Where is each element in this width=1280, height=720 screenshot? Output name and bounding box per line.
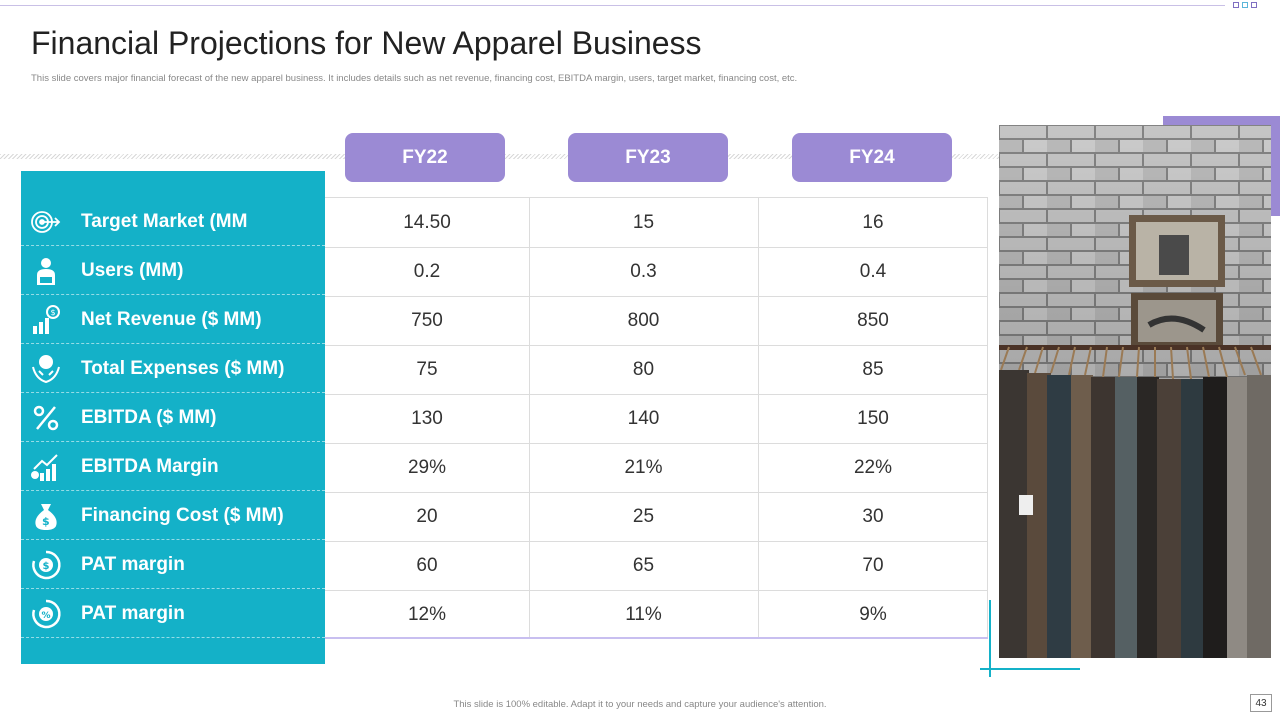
row-label: % PAT margin (21, 589, 325, 638)
table-cell: 29% (407, 456, 447, 478)
svg-text:$: $ (51, 308, 56, 317)
values-table: 14.50 15 16 0.2 0.3 0.4 750 800 850 75 8… (325, 197, 988, 639)
table-cell: 11% (625, 603, 662, 625)
page-title: Financial Projections for New Apparel Bu… (31, 25, 702, 61)
footer-note: This slide is 100% editable. Adapt it to… (453, 699, 827, 710)
table-cell: 140 (627, 407, 660, 429)
target-icon (23, 197, 69, 246)
growth-chart-icon (23, 442, 69, 491)
table-cell: 80 (632, 358, 655, 380)
percent-cycle-icon: % (23, 589, 69, 638)
row-label: Total Expenses ($ MM) (21, 344, 325, 393)
svg-text:%: % (42, 611, 51, 621)
decorative-squares (1233, 2, 1257, 8)
table-cell: 14.50 (403, 211, 451, 233)
row-label: Target Market (MM (21, 197, 325, 246)
row-label-panel: Target Market (MM Users (MM) $ Net Reven… (21, 171, 325, 664)
row-label: EBITDA ($ MM) (21, 393, 325, 442)
table-cell: 9% (859, 603, 887, 625)
page-number: 43 (1250, 694, 1272, 712)
dollar-cycle-icon: $ (23, 540, 69, 589)
table-cell: 65 (632, 554, 655, 576)
row-label: EBITDA Margin (21, 442, 325, 491)
teal-accent-vertical (989, 600, 991, 677)
table-cell: 75 (416, 358, 438, 380)
table-cell: 0.4 (859, 260, 887, 282)
revenue-chart-icon: $ (23, 295, 69, 344)
row-label: Users (MM) (21, 246, 325, 295)
clothing-rack-photo (999, 125, 1271, 658)
row-label-text: Net Revenue ($ MM) (81, 308, 262, 330)
table-cell: 16 (862, 211, 884, 233)
table-cell: 130 (411, 407, 443, 429)
percent-icon (23, 393, 69, 442)
table-cell: 21% (624, 456, 663, 478)
table-cell: 22% (853, 456, 893, 478)
table-cell: 60 (416, 554, 438, 576)
table-cell: 85 (862, 358, 884, 380)
table-cell: 750 (411, 309, 443, 331)
table-cell: 25 (632, 505, 655, 527)
teal-accent-horizontal (980, 668, 1080, 670)
row-label-text: PAT margin (81, 553, 185, 575)
year-header-fy24: FY24 (792, 133, 952, 182)
row-label-text: Total Expenses ($ MM) (81, 357, 285, 379)
money-bag-icon: $ (23, 491, 69, 540)
table-cell: 30 (862, 505, 884, 527)
year-header-fy23: FY23 (568, 133, 728, 182)
row-label-text: EBITDA Margin (81, 455, 219, 477)
row-label-text: EBITDA ($ MM) (81, 406, 217, 428)
svg-text:$: $ (42, 515, 50, 528)
top-rule (0, 5, 1225, 6)
svg-text:$: $ (43, 561, 50, 572)
table-cell: 70 (862, 554, 884, 576)
row-label-text: Financing Cost ($ MM) (81, 504, 284, 526)
row-label: $ Financing Cost ($ MM) (21, 491, 325, 540)
table-cell: 850 (857, 309, 889, 331)
table-cell: 800 (627, 309, 660, 331)
hand-coin-icon (23, 344, 69, 393)
row-label: $ PAT margin (21, 540, 325, 589)
table-cell: 12% (407, 603, 447, 625)
row-label: $ Net Revenue ($ MM) (21, 295, 325, 344)
table-cell: 0.3 (630, 260, 657, 282)
user-icon (23, 246, 69, 295)
year-header-fy22: FY22 (345, 133, 505, 182)
table-cell: 0.2 (413, 260, 441, 282)
table-cell: 20 (416, 505, 438, 527)
row-label-text: Users (MM) (81, 259, 184, 281)
table-cell: 150 (857, 407, 889, 429)
page-subtitle: This slide covers major financial foreca… (31, 73, 798, 84)
table-cell: 15 (632, 211, 655, 233)
row-label-text: Target Market (MM (81, 210, 248, 232)
row-label-text: PAT margin (81, 602, 185, 624)
